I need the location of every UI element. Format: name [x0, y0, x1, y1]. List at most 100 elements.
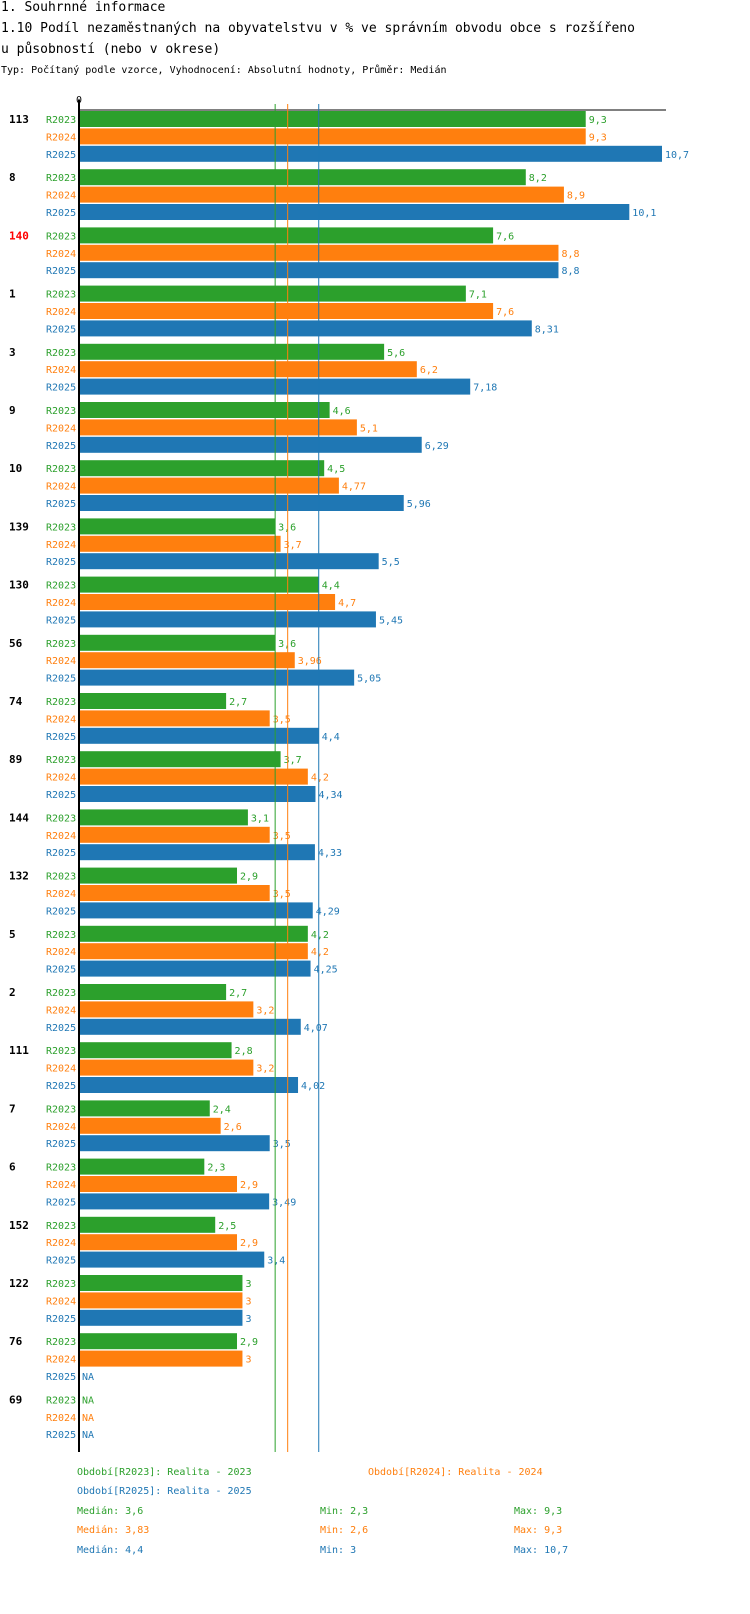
bar	[79, 1275, 243, 1291]
bar-chart: 0113R20239,3R20249,3R202510,78R20238,2R2…	[9, 95, 689, 1452]
data-label: 3,5	[273, 889, 291, 900]
bar	[79, 1309, 243, 1326]
data-label: 2,9	[240, 1238, 258, 1249]
series-label: R2023	[46, 755, 76, 766]
bar	[79, 1117, 221, 1134]
bar	[79, 1018, 301, 1035]
data-label: 6,2	[420, 365, 438, 376]
series-label: R2024	[46, 132, 76, 143]
chart-subtitle: Typ: Počítaný podle vzorce, Vyhodnocení:…	[1, 65, 447, 76]
data-label: 8,8	[561, 266, 579, 277]
bar	[79, 518, 276, 535]
data-label: 8,8	[561, 249, 579, 260]
bar	[79, 576, 319, 593]
data-label: 4,5	[327, 464, 345, 475]
bar	[79, 1077, 299, 1093]
data-label: 3,4	[267, 1256, 285, 1267]
series-label: R2025	[46, 790, 76, 801]
data-label: 3,5	[273, 1139, 291, 1150]
data-label: 6,29	[425, 441, 449, 452]
bar	[79, 1135, 270, 1152]
data-label: 4,29	[316, 906, 340, 917]
bar	[79, 111, 586, 127]
bar	[79, 809, 248, 826]
bar	[79, 634, 276, 651]
data-label: 3,7	[284, 540, 302, 551]
series-label: R2024	[46, 1296, 76, 1307]
series-label: R2024	[46, 1005, 76, 1016]
data-label: 2,9	[240, 1180, 258, 1191]
bar	[79, 1059, 254, 1076]
series-label: R2025	[46, 499, 76, 510]
series-label: R2024	[46, 714, 76, 725]
bar	[79, 1158, 205, 1175]
bar	[79, 867, 238, 884]
data-label: 5,45	[379, 615, 403, 626]
data-label: 3	[245, 1296, 251, 1307]
series-label: R2023	[46, 930, 76, 941]
bar	[79, 477, 339, 494]
data-label: 3	[245, 1355, 251, 1366]
series-label: R2023	[46, 813, 76, 824]
category-label: 5	[9, 928, 16, 941]
series-label: R2023	[46, 697, 76, 708]
series-label: R2025	[46, 441, 76, 452]
bar	[79, 128, 586, 145]
series-label: R2023	[46, 1279, 76, 1290]
bar	[79, 786, 316, 802]
data-label: 3,5	[273, 831, 291, 842]
bar	[79, 943, 308, 960]
series-label: R2024	[46, 1180, 76, 1191]
data-label: 3,2	[256, 1005, 274, 1016]
data-label: 5,1	[360, 423, 378, 434]
max-r2023: Max: 9,3	[514, 1506, 563, 1517]
category-label: 111	[9, 1044, 29, 1057]
bar	[79, 227, 494, 244]
bar	[79, 1350, 243, 1367]
category-label: 69	[9, 1393, 22, 1406]
data-label: 8,31	[535, 324, 559, 335]
series-label: R2025	[46, 1314, 76, 1325]
series-label: R2023	[46, 1221, 76, 1232]
series-label: R2025	[46, 208, 76, 219]
data-label: 4,4	[322, 732, 340, 743]
series-label: R2024	[46, 656, 76, 667]
bar	[79, 320, 532, 337]
bar	[79, 1042, 232, 1059]
bar	[79, 984, 227, 1000]
data-label: 3,96	[298, 656, 322, 667]
bar	[79, 669, 355, 686]
data-label: 5,96	[407, 499, 431, 510]
category-label: 89	[9, 753, 22, 766]
bar	[79, 402, 330, 418]
legend-r2024: Období[R2024]: Realita - 2024	[368, 1467, 543, 1478]
data-label: 4,2	[311, 930, 329, 941]
data-label: 4,6	[333, 406, 351, 417]
series-label: R2024	[46, 1064, 76, 1075]
series-label: R2023	[46, 581, 76, 592]
data-label: 2,4	[213, 1104, 231, 1115]
series-label: R2023	[46, 231, 76, 242]
data-label: 3	[245, 1279, 251, 1290]
min-r2023: Min: 2,3	[320, 1506, 369, 1517]
data-label: 3,5	[273, 714, 291, 725]
min-r2025: Min: 3	[320, 1545, 357, 1556]
category-label: 132	[9, 870, 29, 883]
legend-r2025: Období[R2025]: Realita - 2025	[77, 1486, 252, 1497]
series-label: R2025	[46, 1139, 76, 1150]
category-label: 74	[9, 695, 23, 708]
bar	[79, 204, 630, 220]
data-label: 5,05	[357, 674, 381, 685]
data-label: 9,3	[589, 115, 607, 126]
series-label: R2025	[46, 1256, 76, 1267]
data-label: 2,7	[229, 697, 247, 708]
bar	[79, 303, 494, 319]
bar	[79, 1292, 243, 1309]
series-label: R2025	[46, 848, 76, 859]
bar	[79, 960, 311, 977]
category-label: 56	[9, 637, 23, 650]
category-label: 130	[9, 579, 29, 592]
bar	[79, 285, 466, 302]
data-label: 4,07	[304, 1023, 328, 1034]
bar	[79, 885, 270, 901]
